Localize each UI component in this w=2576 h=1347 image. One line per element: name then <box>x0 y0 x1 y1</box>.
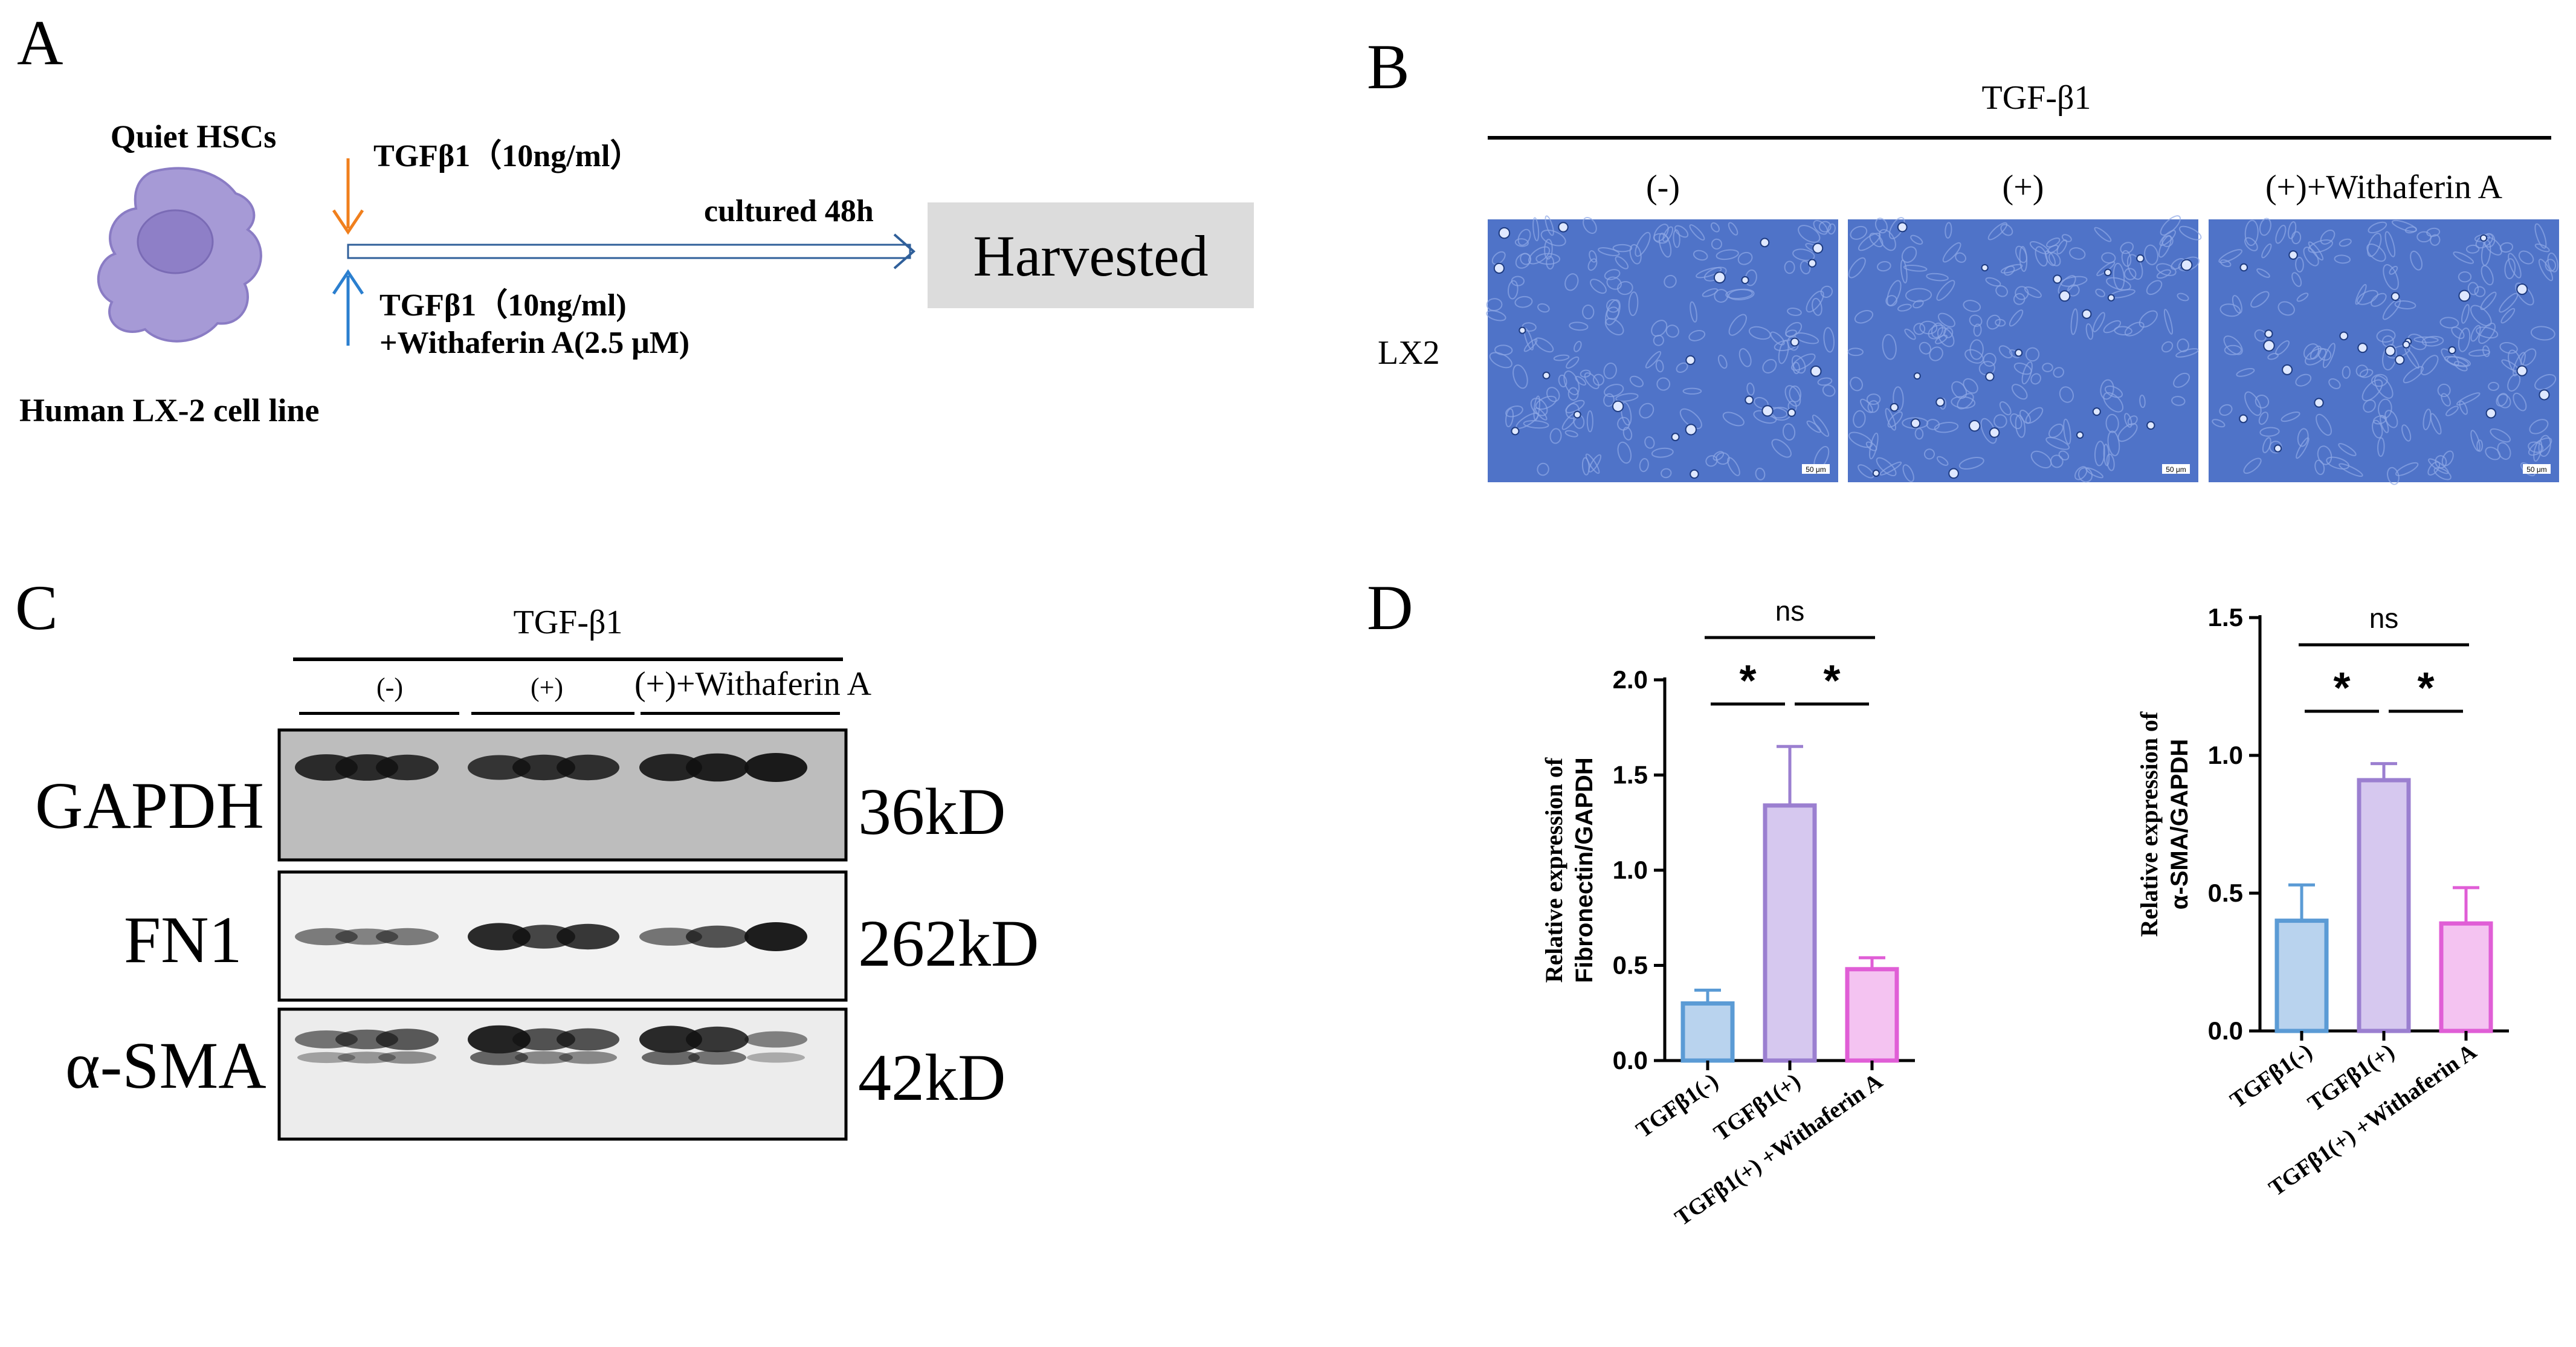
y-tick-label: 0.0 <box>2208 1016 2243 1045</box>
panel-b-header-line <box>1488 136 2551 140</box>
sig-star-2-3: * <box>1823 657 1840 705</box>
bar <box>2357 778 2411 1033</box>
y-tick-label: 1.5 <box>1613 761 1648 789</box>
panel-c-underline-neg <box>299 712 459 715</box>
y-tick-label: 0.5 <box>1613 951 1648 980</box>
panel-c-underline-withaferin <box>641 712 840 715</box>
blot-label-gapdh: GAPDH <box>35 769 264 842</box>
panel-c-condition-withaferin: (+)+Withaferin A <box>634 665 872 703</box>
blot-label-fn1: FN1 <box>124 903 242 977</box>
bar <box>1845 967 1899 1063</box>
blot-label-asma: α-SMA <box>65 1029 266 1102</box>
y-tick-label: 2.0 <box>1613 665 1648 694</box>
blot-size-gapdh: 36kD <box>858 775 1006 848</box>
x-tick-label: TGFβ1(-) <box>1632 1068 1723 1143</box>
y-axis-label-line2: Fibronectin/GAPDH <box>1571 757 1598 983</box>
culture-duration-label: cultured 48h <box>704 194 874 228</box>
treatment-2-label: TGFβ1（10ng/ml) <box>379 288 627 323</box>
chart-fibronectin: 0.0 0.5 1.0 1.5 2.0 Relative expression of Fib… <box>1540 595 1915 1231</box>
treatment-1-label: TGFβ1（10ng/ml） <box>373 139 642 173</box>
panel-c-header-line <box>293 657 843 661</box>
y-tick-label: 1.0 <box>1613 856 1648 884</box>
panel-a-letter: A <box>17 7 63 78</box>
panel-b-letter: B <box>1367 31 1410 102</box>
panel-c-header: TGF-β1 <box>513 604 623 641</box>
panel-c-condition-neg: (-) <box>376 673 403 702</box>
y-tick-label: 0.0 <box>1613 1046 1648 1074</box>
bar <box>1680 1001 1735 1063</box>
treatment-2-withaferin-label: +Withaferin A(2.5 μM) <box>379 326 690 360</box>
panel-c-letter: C <box>15 572 58 643</box>
panel-c-condition-pos: (+) <box>530 673 564 702</box>
sig-star-1-2: * <box>1739 657 1756 705</box>
harvested-label: Harvested <box>973 224 1209 288</box>
y-axis-label-line2: α-SMA/GAPDH <box>2166 739 2193 909</box>
panel-d-letter: D <box>1367 572 1413 643</box>
cell-line-label: Human LX-2 cell line <box>19 392 320 428</box>
y-tick-label: 0.5 <box>2208 879 2243 907</box>
y-tick-label: 1.5 <box>2208 603 2243 632</box>
panel-b-condition-neg: (-) <box>1646 169 1680 206</box>
y-tick-label: 1.0 <box>2208 741 2243 769</box>
panel-b-condition-withaferin: (+)+Withaferin A <box>2265 169 2503 206</box>
y-axis-label-line1: Relative expression of <box>2135 711 2163 937</box>
blot-size-asma: 42kD <box>858 1041 1006 1114</box>
sig-star-1-2: * <box>2333 664 2350 712</box>
y-axis-label-line1: Relative expression of <box>1540 757 1567 983</box>
x-tick-label: TGFβ1(-) <box>2226 1039 2317 1113</box>
panel-b-condition-pos: (+) <box>2002 169 2044 206</box>
bar <box>2439 921 2493 1033</box>
blot-size-fn1: 262kD <box>858 906 1039 980</box>
sig-ns-1-3: ns <box>1775 595 1805 627</box>
chart-asma: 0.0 0.5 1.0 1.5 Relative expression of α-SMA/… <box>2135 602 2509 1201</box>
sig-ns-1-3: ns <box>2369 602 2399 634</box>
panel-b-header: TGF-β1 <box>1981 79 2091 117</box>
panel-c-underline-pos <box>471 712 634 715</box>
bar <box>2274 919 2329 1033</box>
sig-star-2-3: * <box>2417 664 2434 712</box>
panel-b-row-label: LX2 <box>1378 334 1440 372</box>
bar <box>1763 803 1817 1063</box>
quiet-hscs-label: Quiet HSCs <box>110 118 277 155</box>
